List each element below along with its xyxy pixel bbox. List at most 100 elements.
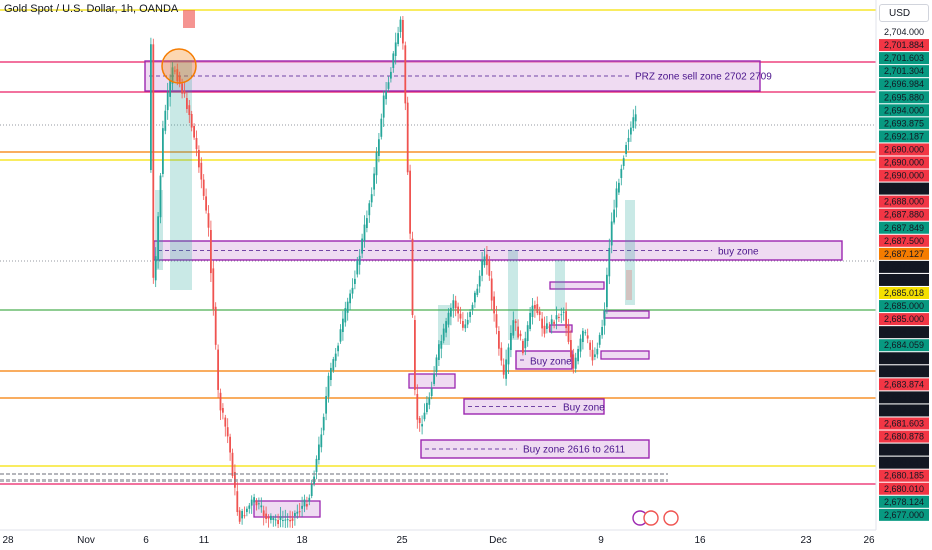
candle-body <box>315 458 318 472</box>
candle-body <box>598 335 601 345</box>
candle-body <box>632 117 635 128</box>
price-label: 2,704.000 <box>884 27 924 37</box>
candle-body <box>565 311 567 329</box>
candle-body <box>277 520 279 525</box>
candle-body <box>625 144 627 154</box>
candle-body <box>447 312 450 325</box>
candle-body <box>202 179 205 196</box>
price-label: 2,681.603 <box>884 419 924 429</box>
candle-body <box>253 497 255 503</box>
small-zone-box <box>600 350 650 360</box>
price-label: 2,688.000 <box>884 197 924 207</box>
price-label: 2,677.000 <box>884 510 924 520</box>
price-label-bg <box>879 430 929 443</box>
price-label-bg <box>879 208 929 221</box>
price-label: 2,690.000 <box>884 144 924 154</box>
candle-body <box>351 287 354 294</box>
candle-body <box>169 79 171 97</box>
candle-body <box>603 310 606 326</box>
candle-body <box>248 505 251 509</box>
candle-body <box>279 516 282 520</box>
candle-body <box>246 508 248 512</box>
zone-label: PRZ zone sell zone 2702 2709 <box>635 72 772 83</box>
candle-body <box>198 150 200 168</box>
x-tick-label: 28 <box>2 535 14 546</box>
candle-body <box>464 324 467 329</box>
candle-body <box>562 311 565 313</box>
candle-body <box>339 329 342 342</box>
zone-label: Buy zone <box>563 403 605 414</box>
price-label-bg <box>879 182 929 195</box>
candle-body <box>428 397 431 405</box>
candle-body <box>195 138 198 150</box>
candle-body <box>546 323 548 329</box>
small-zone-box <box>603 310 650 319</box>
candle-body <box>620 168 623 178</box>
candle-body <box>301 505 303 509</box>
candle-body <box>483 256 486 266</box>
candle-body <box>469 311 471 318</box>
candle-body <box>226 427 229 437</box>
candle-body <box>589 342 591 350</box>
candle-body <box>178 76 181 85</box>
candle-body <box>205 196 207 211</box>
candle-body <box>298 511 301 513</box>
price-label: 2,693.875 <box>884 118 924 128</box>
candle-body <box>296 511 299 514</box>
candle-body <box>553 321 555 324</box>
price-label-bg <box>879 117 929 130</box>
highlight-circle-marker <box>161 48 197 84</box>
candle-body <box>538 311 541 315</box>
zone-label: buy zone <box>718 247 759 258</box>
x-tick-label: 18 <box>296 535 308 546</box>
candle-body <box>512 320 515 336</box>
zone-label: Buy zone <box>530 357 572 368</box>
candle-body <box>466 319 469 325</box>
candle-body <box>392 53 395 68</box>
price-label-bg <box>879 156 929 169</box>
x-tick-label: 6 <box>143 535 149 546</box>
candle-body <box>488 260 491 276</box>
candle-body <box>337 345 339 352</box>
candle-body <box>510 333 512 350</box>
candle-body <box>260 505 263 508</box>
candle-body <box>414 320 416 390</box>
price-label: 2,687.880 <box>884 210 924 220</box>
candle-body <box>416 394 419 420</box>
price-label-bg <box>879 26 929 38</box>
candle-body <box>272 518 275 520</box>
candle-body <box>594 354 596 357</box>
candle-body <box>582 330 584 342</box>
price-label: 2,678.124 <box>884 497 924 507</box>
shaded-region <box>555 260 565 310</box>
candle-body <box>322 416 325 431</box>
candle-body <box>284 519 287 521</box>
candle-body <box>320 434 323 448</box>
currency-selector[interactable]: USD <box>879 4 929 22</box>
candle-body <box>390 71 392 79</box>
candle-body <box>222 408 224 413</box>
candle-body <box>361 238 363 254</box>
price-label: 2,690.000 <box>884 171 924 181</box>
candle-body <box>577 349 579 362</box>
candle-body <box>534 305 536 309</box>
price-label: 2,685.000 <box>884 301 924 311</box>
candle-body <box>373 173 375 190</box>
candle-body <box>418 418 421 424</box>
candle-body <box>445 321 447 333</box>
candle-body <box>402 20 404 44</box>
x-tick-label: 23 <box>800 535 812 546</box>
price-label: 2,692.187 <box>884 131 924 141</box>
candle-body <box>176 69 179 82</box>
candle-body <box>452 300 455 309</box>
price-label-bg <box>879 482 929 495</box>
candle-body <box>164 110 167 131</box>
price-label-bg <box>879 195 929 208</box>
price-label-bg <box>879 300 929 313</box>
event-icon <box>663 510 679 526</box>
candle-body <box>558 317 560 318</box>
candle-body <box>524 338 527 349</box>
price-label: 2,685.018 <box>884 288 924 298</box>
